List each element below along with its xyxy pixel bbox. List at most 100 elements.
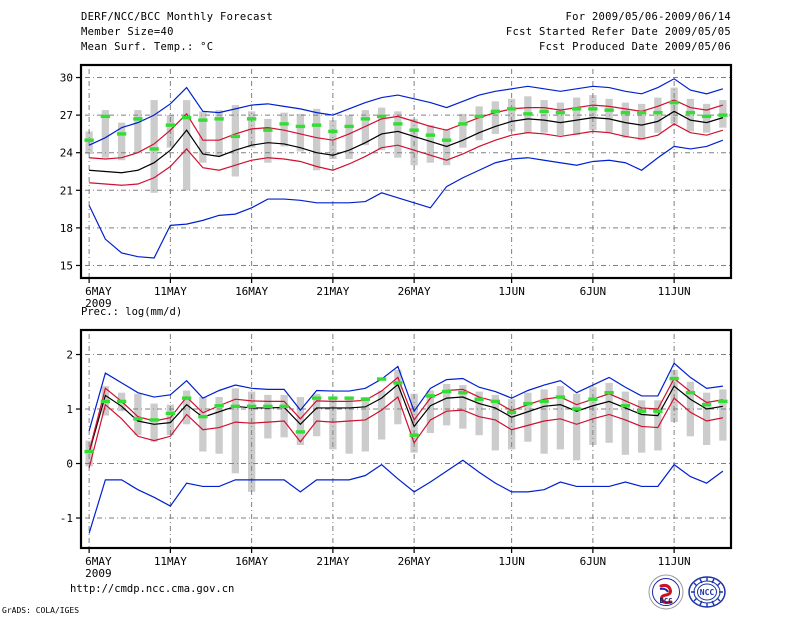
range-bar (572, 393, 581, 461)
y-tick-label: 15 (60, 259, 73, 272)
range-bar (231, 105, 240, 177)
range-bar (329, 398, 337, 450)
range-bar (215, 110, 223, 157)
range-bar (394, 111, 402, 158)
x-tick-label: 6JUN (580, 555, 607, 568)
range-bar (637, 103, 646, 141)
range-bar (345, 397, 353, 454)
range-bar (426, 390, 435, 434)
x-tick-label: 16MAY (235, 285, 268, 298)
range-bar (686, 98, 695, 132)
range-bar (507, 399, 516, 450)
range-bar (264, 118, 272, 163)
y-tick-label: -1 (60, 512, 73, 525)
series-line (89, 110, 724, 174)
x-tick-label: 11JUN (658, 285, 691, 298)
precipitation-chart: -1 0 1 2 6MAY 11MAY 16MAY 21MAY 26MAY 1JUN 6JUN 11J… (0, 325, 800, 585)
series-line (88, 396, 723, 469)
range-bar (702, 392, 711, 445)
grads-credit: GrADS: COLA/IGES (2, 606, 80, 615)
range-bar (589, 387, 597, 445)
x-tick-label: 21MAY (316, 285, 349, 298)
range-bar (134, 393, 142, 436)
range-bar (686, 381, 695, 437)
range-bar (215, 397, 223, 454)
range-bar (247, 391, 256, 492)
precipitation-panel-label: Prec.: log(mm/d) (81, 306, 183, 318)
svg-text:BCC: BCC (660, 597, 673, 605)
plot-frame (79, 328, 733, 550)
series-line (89, 123, 724, 186)
temperature-chart: 15 18 21 24 27 30 6MAY 11MAY 16MAY 21MAY 26MAY 1JUN… (60, 63, 733, 310)
series-line (89, 99, 724, 160)
x-axis-year-label: 2009 (85, 297, 112, 310)
x-tick-label: 16MAY (235, 555, 268, 568)
header-forecast-period: For 2009/05/06-2009/06/14 (565, 11, 731, 23)
range-bar (605, 98, 613, 133)
range-bar (621, 102, 630, 138)
header-produced-date: Fcst Produced Date 2009/05/06 (538, 41, 731, 53)
range-bar (459, 113, 467, 148)
range-bar (589, 95, 597, 131)
x-tick-label: 11MAY (154, 555, 187, 568)
x-tick-label: 21MAY (316, 555, 349, 568)
range-bar (150, 403, 158, 442)
series-line (88, 376, 723, 452)
range-bar (702, 103, 711, 133)
range-bar (572, 97, 581, 136)
header-variable-label: Mean Surf. Temp.: °C (81, 41, 214, 53)
range-bar (199, 397, 207, 452)
bcc-logo: BCC (648, 574, 684, 610)
range-bar (605, 382, 613, 443)
range-bar (150, 100, 158, 193)
x-tick-label: 1JUN (498, 555, 525, 568)
range-bar (280, 112, 288, 147)
range-bar (361, 110, 370, 146)
range-bar (556, 386, 565, 450)
range-bar (524, 392, 532, 442)
header-member-size: Member Size=40 (81, 26, 174, 38)
x-tick-label: 26MAY (398, 555, 431, 568)
range-bar (296, 113, 305, 152)
range-bar (719, 389, 727, 441)
x-tick-label: 26MAY (398, 285, 431, 298)
y-tick-label: 18 (60, 222, 73, 235)
range-bar (410, 393, 418, 453)
range-bar (312, 108, 321, 171)
plot-frame (79, 63, 733, 280)
x-tick-label: 6MAY (85, 285, 112, 298)
range-bar (296, 397, 305, 445)
series-line (88, 459, 724, 534)
range-bar (377, 107, 386, 151)
range-bar (199, 111, 207, 163)
range-bar (556, 102, 565, 136)
series-line (88, 362, 723, 431)
range-bar (475, 106, 483, 141)
ncc-logo: NCC (688, 574, 726, 610)
range-bar (491, 101, 500, 134)
x-tick-label: 11JUN (658, 555, 691, 568)
range-bar (231, 388, 240, 474)
y-tick-label: 2 (66, 349, 73, 362)
series-line (88, 78, 724, 146)
range-bar (182, 100, 191, 191)
range-bar (507, 98, 516, 132)
y-tick-label: 30 (60, 72, 73, 85)
range-bar (621, 391, 630, 455)
range-bar (361, 397, 370, 452)
x-tick-label: 6JUN (580, 285, 607, 298)
range-bar (442, 383, 451, 426)
range-bar (134, 110, 142, 153)
x-tick-label: 1JUN (498, 285, 525, 298)
range-bar (182, 390, 191, 425)
range-bar (345, 115, 353, 159)
series-line (88, 383, 723, 453)
y-tick-label: 1 (66, 403, 73, 416)
y-tick-label: 0 (66, 458, 73, 471)
footer-url[interactable]: http://cmdp.ncc.cma.gov.cn (70, 583, 235, 595)
range-bar (377, 390, 386, 440)
y-tick-label: 21 (60, 184, 73, 197)
x-axis-year-label: 2009 (85, 567, 112, 580)
range-bar (475, 391, 483, 436)
y-tick-label: 27 (60, 109, 73, 122)
